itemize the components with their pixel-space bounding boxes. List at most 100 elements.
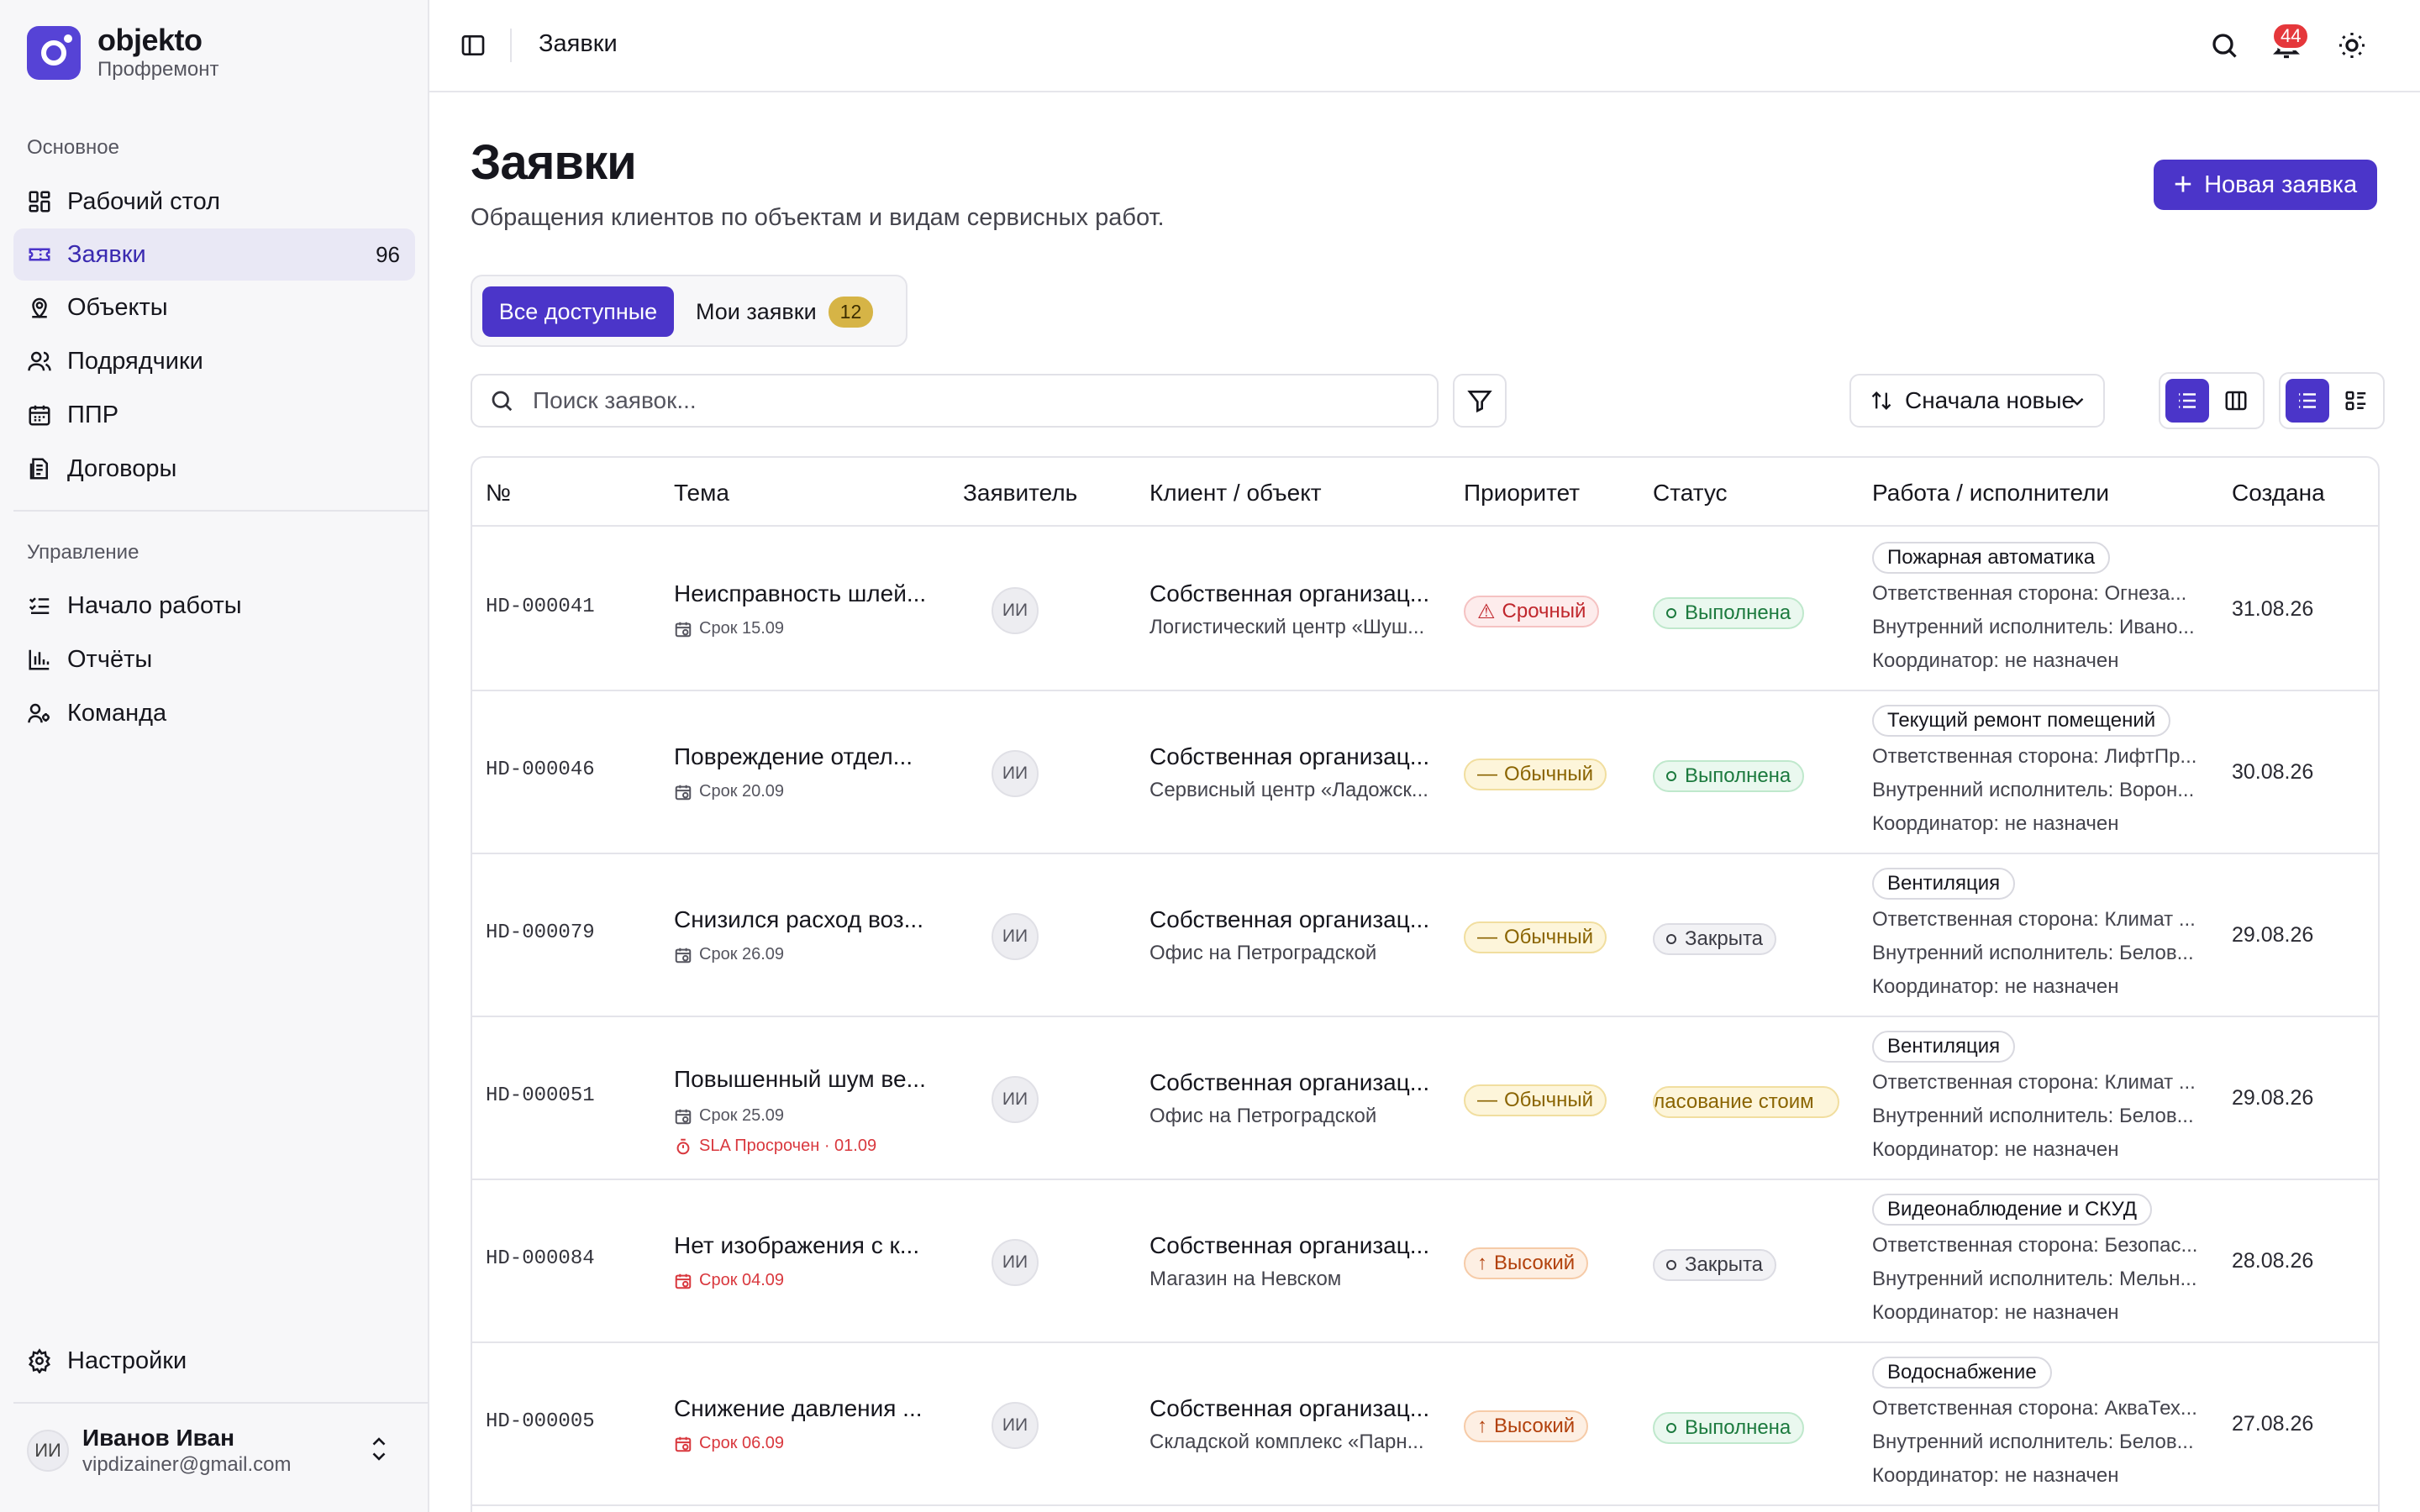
sidebar-item-getting-started[interactable]: Начало работы: [13, 580, 415, 632]
column-header-created[interactable]: Создана: [2232, 480, 2325, 506]
tab-all[interactable]: Все доступные: [482, 286, 674, 337]
sidebar-item-ppr[interactable]: ППР: [13, 389, 415, 441]
user-menu[interactable]: ИИ Иванов Иван vipdizainer@gmail.com: [27, 1424, 403, 1478]
table-row[interactable]: HD-000084 Нет изображения с к... Срок 04…: [472, 1180, 2378, 1343]
table-row[interactable]: HD-000005 Снижение давления ... Срок 06.…: [472, 1343, 2378, 1506]
requester-avatar[interactable]: ИИ: [992, 1076, 1039, 1123]
sort-select[interactable]: Сначала новые: [1849, 374, 2105, 428]
priority-badge: ⚠ Срочный: [1464, 596, 1600, 627]
client-name: Собственная организац...: [1150, 1069, 1430, 1095]
column-header-requester[interactable]: Заявитель: [963, 480, 1078, 506]
ticket-due-text: Срок 06.09: [699, 1434, 785, 1452]
table-row[interactable]: HD-000046 Повреждение отдел... Срок 20.0…: [472, 691, 2378, 854]
column-header-work[interactable]: Работа / исполнители: [1872, 480, 2110, 506]
tab-mine[interactable]: Мои заявки 12: [696, 286, 874, 337]
ticket-tabs: Все доступные Мои заявки 12: [471, 275, 908, 347]
priority-text: Высокий: [1494, 1415, 1576, 1437]
brand[interactable]: objekto Профремонт: [27, 24, 218, 82]
bar-chart-icon: [29, 649, 50, 670]
ticket-due-text: Срок 15.09: [699, 619, 785, 638]
ticket-id[interactable]: HD-000046: [486, 759, 595, 781]
sidebar-item-contractors[interactable]: Подрядчики: [13, 335, 415, 387]
sun-icon[interactable]: [2337, 30, 2367, 60]
users-icon: [28, 351, 51, 371]
calendar-clock-icon: [675, 1109, 692, 1124]
table-row[interactable]: HD-000079 Снизился расход воз... Срок 26…: [472, 854, 2378, 1017]
sidebar-divider: [13, 1402, 429, 1404]
object-name: Магазин на Невском: [1150, 1268, 1342, 1290]
status-dot-icon: [1666, 1260, 1676, 1270]
responsible-party: Ответственная сторона: АкваТех...: [1872, 1397, 2197, 1420]
object-name: Офис на Петроградской: [1150, 942, 1377, 964]
ticket-id[interactable]: HD-000005: [486, 1410, 595, 1433]
ticket-id[interactable]: HD-000051: [486, 1084, 595, 1107]
responsible-party: Ответственная сторона: Климат ...: [1872, 1071, 2196, 1094]
work-type-tag: Пожарная автоматика: [1872, 542, 2111, 574]
sidebar-item-tickets[interactable]: Заявки 96: [13, 228, 415, 281]
sort-icon: [1871, 391, 1891, 410]
columns-icon: [2225, 391, 2247, 411]
calendar-icon: [29, 405, 50, 426]
column-header-topic[interactable]: Тема: [674, 480, 729, 506]
table-header: № Тема Заявитель Клиент / объект Приорит…: [472, 458, 2378, 527]
board-view-button[interactable]: [2214, 379, 2258, 423]
created-date: 28.08.26: [2232, 1249, 2314, 1273]
status-dot-icon: [1666, 608, 1676, 618]
object-name: Логистический центр «Шуш...: [1150, 616, 1425, 638]
column-header-status[interactable]: Статус: [1653, 480, 1728, 506]
column-header-client[interactable]: Клиент / объект: [1150, 480, 1322, 506]
priority-text: Обычный: [1504, 1089, 1594, 1111]
new-ticket-button[interactable]: + Новая заявка: [2154, 160, 2377, 210]
ticket-topic[interactable]: Снижение давления ...: [674, 1395, 923, 1421]
user-email: vipdizainer@gmail.com: [82, 1453, 292, 1476]
table-row[interactable]: HD-000041 Неисправность шлей... Срок 15.…: [472, 528, 2378, 691]
ticket-topic[interactable]: Неисправность шлей...: [674, 580, 927, 606]
sidebar-toggle-icon[interactable]: [460, 32, 487, 59]
coordinator: Координатор: не назначен: [1872, 812, 2119, 835]
ticket-id[interactable]: HD-000084: [486, 1247, 595, 1270]
sidebar-item-dashboard[interactable]: Рабочий стол: [13, 176, 415, 228]
requester-avatar[interactable]: ИИ: [992, 913, 1039, 960]
map-pin-icon: [32, 297, 47, 318]
page-subtitle: Обращения клиентов по объектам и видам с…: [471, 204, 1165, 231]
status-text: Выполнена: [1685, 1416, 1791, 1439]
sidebar-item-label: Настройки: [67, 1347, 187, 1374]
sidebar-item-team[interactable]: Команда: [13, 687, 415, 739]
column-header-number[interactable]: №: [486, 480, 512, 506]
list-view-button[interactable]: [2165, 379, 2209, 423]
ticket-sla: SLA Просрочен · 01.09: [674, 1137, 876, 1156]
sidebar-item-label: Подрядчики: [67, 347, 203, 375]
sidebar-item-reports[interactable]: Отчёты: [13, 633, 415, 685]
ticket-due: Срок 04.09: [674, 1271, 784, 1290]
search-icon[interactable]: [2209, 30, 2239, 60]
priority-text: Срочный: [1502, 600, 1586, 622]
search-input[interactable]: [533, 387, 1373, 414]
status-dot-icon: [1666, 1423, 1676, 1433]
sidebar-item-contracts[interactable]: Договоры: [13, 443, 415, 495]
ticket-id[interactable]: HD-000041: [486, 596, 595, 618]
sidebar-item-objects[interactable]: Объекты: [13, 281, 415, 333]
requester-avatar[interactable]: ИИ: [992, 1239, 1039, 1286]
ticket-due: Срок 06.09: [674, 1434, 784, 1453]
sidebar-item-settings[interactable]: Настройки: [13, 1335, 415, 1387]
compact-list-button[interactable]: [2286, 379, 2329, 423]
brand-name: objekto: [97, 23, 203, 57]
requester-avatar[interactable]: ИИ: [992, 1402, 1039, 1449]
ticket-topic[interactable]: Снизился расход воз...: [674, 906, 923, 932]
view-layout-toggle: [2159, 372, 2265, 429]
filter-button[interactable]: [1453, 374, 1507, 428]
status-badge: гласование стоим: [1653, 1086, 1839, 1118]
table-row[interactable]: HD-000051 Повышенный шум ве... Срок 25.0…: [472, 1017, 2378, 1180]
work-type-tag: Текущий ремонт помещений: [1872, 705, 2171, 737]
ticket-topic[interactable]: Нет изображения с к...: [674, 1232, 920, 1258]
ticket-id[interactable]: HD-000079: [486, 921, 595, 944]
requester-avatar[interactable]: ИИ: [992, 750, 1039, 797]
object-name: Сервисный центр «Ладожск...: [1150, 779, 1428, 801]
document-icon: [29, 458, 48, 480]
column-header-priority[interactable]: Приоритет: [1464, 480, 1581, 506]
detailed-list-button[interactable]: [2334, 379, 2378, 423]
ticket-topic[interactable]: Повышенный шум ве...: [674, 1066, 926, 1092]
requester-avatar[interactable]: ИИ: [992, 587, 1039, 634]
status-text: Закрыта: [1685, 1253, 1764, 1276]
ticket-topic[interactable]: Повреждение отдел...: [674, 743, 913, 769]
